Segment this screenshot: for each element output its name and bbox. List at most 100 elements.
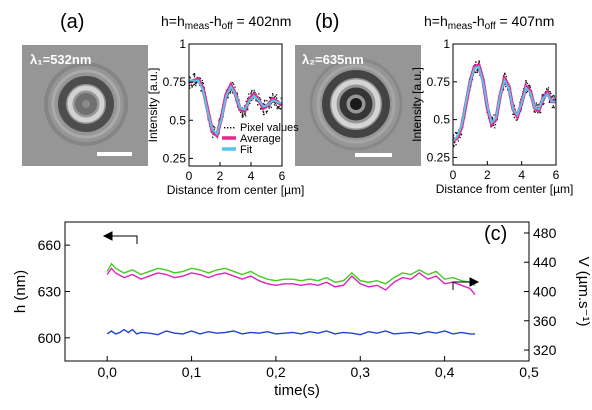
x-tick-label: 6 [553,168,560,182]
x-tick-label: 2 [484,168,491,182]
pixel-value-point [493,114,495,116]
pixel-value-point [262,110,264,112]
y-axis-label: h (nm) [12,270,29,313]
pixel-value-point [542,94,544,97]
x-axis-label: Distance from center [µm] [436,182,574,196]
interference-ring [75,93,97,115]
pixel-value-point [258,93,260,95]
pixel-value-point [456,132,458,134]
y-tick-label: 600 [38,330,62,346]
pixel-value-point [232,83,235,85]
y-tick-label: 1 [179,37,186,51]
y-tick-label: 0.5 [433,113,450,127]
pixel-value-point [460,134,462,136]
pixel-value-point [279,108,281,110]
pixel-value-point [270,103,272,105]
pixel-value-point [194,74,196,76]
interference-ring [339,87,373,121]
y-tick-label: 630 [38,284,62,300]
chart-a: h=hmeas-hoff = 402nm 0 2 4 6 0.25 0.5 0.75 1 Dis… [146,13,304,197]
chart-c: 0,0 0,1 0,2 0,3 0,4 0,5 600 630 660 320 360 400 440 4… [12,221,592,399]
pixel-value-point [504,73,506,75]
y-tick-label: 1 [443,37,450,51]
pixel-value-point [262,103,264,105]
x-tick-label: 0,2 [266,364,286,380]
pixel-value-point [268,96,271,98]
pixel-value-point [193,76,196,78]
legend-entry: Pixel values [240,122,299,134]
pixel-value-point [504,83,506,85]
y-tick-label: 0.75 [427,75,451,89]
pixel-value-point [195,81,197,83]
pixel-value-point [535,102,538,104]
pixel-value-point [552,95,554,97]
pixel-value-point [193,73,196,75]
pixel-value-point [537,112,539,114]
pixel-value-point [460,133,463,135]
panel-label-a: (a) [60,11,84,33]
pixel-value-point [505,85,507,88]
pixel-value-point [276,108,278,110]
pixel-value-point [192,73,195,75]
pixel-value-point [512,113,514,115]
pixel-value-point [553,98,555,100]
pixel-value-point [270,106,273,109]
pixel-value-point [264,99,266,102]
pixel-value-point [277,106,279,108]
pixel-value-point [244,115,247,117]
pixel-value-point [265,110,267,113]
pixel-value-point [519,101,521,103]
pixel-value-point [246,97,249,100]
pixel-value-point [254,91,256,94]
plot-frame [452,43,557,166]
pixel-value-point [537,104,539,106]
pixel-value-point [257,104,259,106]
pixel-value-point [263,103,266,105]
y2-tick-label: 480 [533,225,557,241]
pixel-value-point [502,89,505,91]
plot-frame [188,43,283,167]
pixel-value-point [550,96,553,98]
pixel-value-point [541,94,543,96]
chart-b-title: h=hmeas-hoff = 407nm [424,13,554,32]
pixel-value-point [525,81,527,84]
pixel-value-point [478,61,481,63]
pixel-value-point [250,92,252,94]
pixel-value-point [271,93,274,95]
x-tick-label: 0 [186,169,193,183]
pixel-value-point [227,96,229,98]
pixel-value-point [255,100,257,102]
pixel-value-point [236,92,238,94]
pixel-value-point [269,105,271,107]
pixel-value-point [529,86,531,89]
pixel-value-point [246,108,249,110]
pixel-value-point [275,97,278,99]
pixel-value-point [191,86,193,88]
pixel-value-point [550,92,552,95]
pixel-value-point [259,108,262,110]
pixel-value-point [278,105,280,108]
series-magenta-line [106,267,476,296]
pixel-value-point [214,127,216,129]
x-tick-label: 0,3 [351,364,371,380]
pixel-value-point [232,81,234,84]
pixel-value-point [476,71,479,73]
pixel-value-point [199,77,202,80]
interference-ring [58,76,114,132]
pixel-value-point [231,92,234,94]
pixel-value-point [274,102,277,105]
pixel-value-point [457,140,460,142]
plot-frame [64,221,530,362]
y2-tick-label: 440 [533,254,557,270]
pixel-value-point [515,119,517,121]
interference-ring [309,57,403,151]
x-tick-label: 0,0 [97,364,117,380]
pixel-value-point [201,79,203,82]
y-tick-label: 0.75 [163,75,187,89]
pixel-value-point [195,82,197,85]
pixel-value-point [266,110,269,112]
pixel-value-point [453,141,456,144]
pixel-value-point [543,102,545,105]
pixel-value-point [547,89,550,91]
x-tick-label: 0 [450,168,457,182]
